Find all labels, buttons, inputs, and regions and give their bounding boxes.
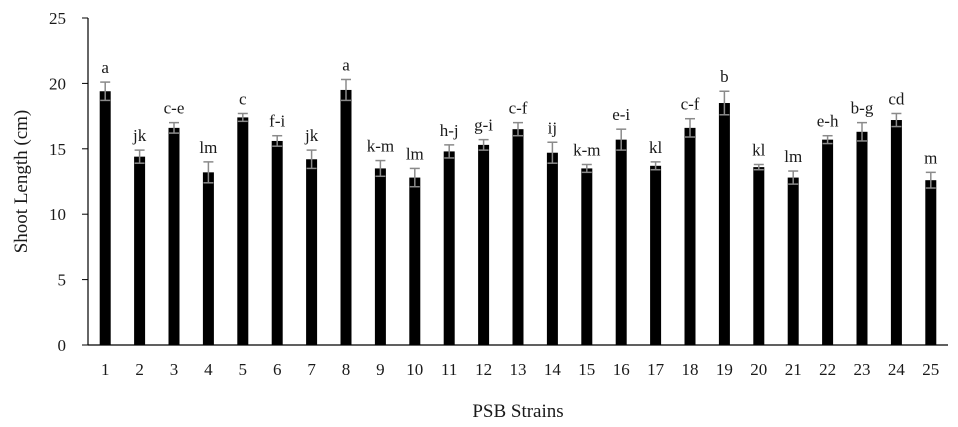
x-tick-label: 12	[475, 360, 492, 379]
x-tick-label: 6	[273, 360, 282, 379]
y-tick-label: 15	[49, 140, 66, 159]
x-tick-label: 16	[613, 360, 630, 379]
x-tick-label: 15	[578, 360, 595, 379]
significance-label: jk	[132, 126, 147, 145]
bars-group	[99, 89, 937, 346]
x-tick-label: 22	[819, 360, 836, 379]
bar	[374, 168, 386, 345]
y-tick-label: 0	[58, 336, 67, 355]
y-tick-label: 20	[49, 74, 66, 93]
bar	[615, 139, 627, 345]
bar	[925, 180, 937, 345]
x-tick-label: 21	[785, 360, 802, 379]
significance-label: e-h	[817, 112, 839, 131]
bar	[478, 144, 490, 345]
significance-label: m	[924, 148, 937, 167]
x-tick-label: 23	[854, 360, 871, 379]
bar	[134, 156, 146, 345]
significance-label: lm	[199, 138, 217, 157]
significance-label: c-e	[164, 99, 185, 118]
x-tick-label: 4	[204, 360, 213, 379]
significance-label: lm	[406, 144, 424, 163]
x-tick-label: 24	[888, 360, 906, 379]
x-tick-label: 25	[922, 360, 939, 379]
significance-label: lm	[784, 147, 802, 166]
x-tick-label: 13	[510, 360, 527, 379]
bar	[168, 127, 180, 345]
significance-label: a	[101, 58, 109, 77]
x-tick-label: 5	[239, 360, 248, 379]
bar	[890, 120, 902, 345]
significance-label: c-f	[509, 99, 528, 118]
significance-label: b-g	[851, 99, 874, 118]
x-tick-label: 9	[376, 360, 385, 379]
significance-label: k-m	[367, 137, 394, 156]
bar	[306, 159, 318, 345]
bar	[443, 151, 455, 345]
error-bars-group	[100, 78, 936, 189]
significance-label: e-i	[612, 105, 630, 124]
significance-label: ij	[548, 118, 557, 137]
x-tick-label: 7	[307, 360, 316, 379]
bar	[718, 103, 730, 346]
significance-label: c-f	[681, 95, 700, 114]
bar	[340, 89, 352, 345]
x-tick-label: 17	[647, 360, 665, 379]
bar	[409, 177, 421, 345]
significance-label: jk	[304, 126, 319, 145]
significance-label: b	[720, 67, 729, 86]
bar	[787, 177, 799, 345]
significance-label: f-i	[269, 112, 285, 131]
x-tick-label: 1	[101, 360, 110, 379]
x-axis-ticks: 1 2 3 4 5 6 7 8 9 10 11 12 13 14 15 16 17 18 19 20 21 22 23 24 2…	[101, 360, 939, 379]
x-tick-label: 14	[544, 360, 562, 379]
bar	[581, 168, 593, 345]
x-tick-label: 3	[170, 360, 179, 379]
y-tick-label: 25	[49, 9, 66, 28]
significance-label: g-i	[474, 116, 493, 135]
x-tick-label: 2	[135, 360, 144, 379]
y-axis-ticks: 0 5 10 15 20 25	[49, 9, 88, 355]
y-tick-label: 5	[58, 271, 67, 290]
x-tick-label: 8	[342, 360, 351, 379]
bar	[822, 139, 834, 345]
bar	[271, 140, 283, 345]
bar	[684, 127, 696, 345]
significance-label: c	[239, 89, 247, 108]
significance-label: kl	[649, 138, 663, 157]
x-axis-title: PSB Strains	[472, 401, 563, 422]
x-tick-label: 11	[441, 360, 457, 379]
significance-label: a	[342, 55, 350, 74]
significance-label: k-m	[573, 140, 600, 159]
bar	[753, 167, 765, 345]
bar	[237, 117, 249, 346]
y-tick-label: 10	[49, 205, 66, 224]
bar	[202, 172, 214, 345]
bar	[650, 165, 662, 345]
bar	[546, 152, 558, 345]
significance-label: h-j	[440, 121, 459, 140]
y-axis-title: Shoot Length (cm)	[11, 110, 32, 254]
significance-label: kl	[752, 140, 766, 159]
significance-label: cd	[888, 89, 905, 108]
bar	[512, 129, 524, 345]
significance-labels-group: a jk c-e lm c f-i jk a k-m lm h-j g-i c-f ij k-m e-i kl c…	[101, 55, 937, 167]
bar	[856, 131, 868, 345]
x-tick-label: 10	[406, 360, 423, 379]
bar	[99, 91, 111, 345]
x-tick-label: 18	[682, 360, 699, 379]
x-tick-label: 19	[716, 360, 733, 379]
x-tick-label: 20	[750, 360, 767, 379]
